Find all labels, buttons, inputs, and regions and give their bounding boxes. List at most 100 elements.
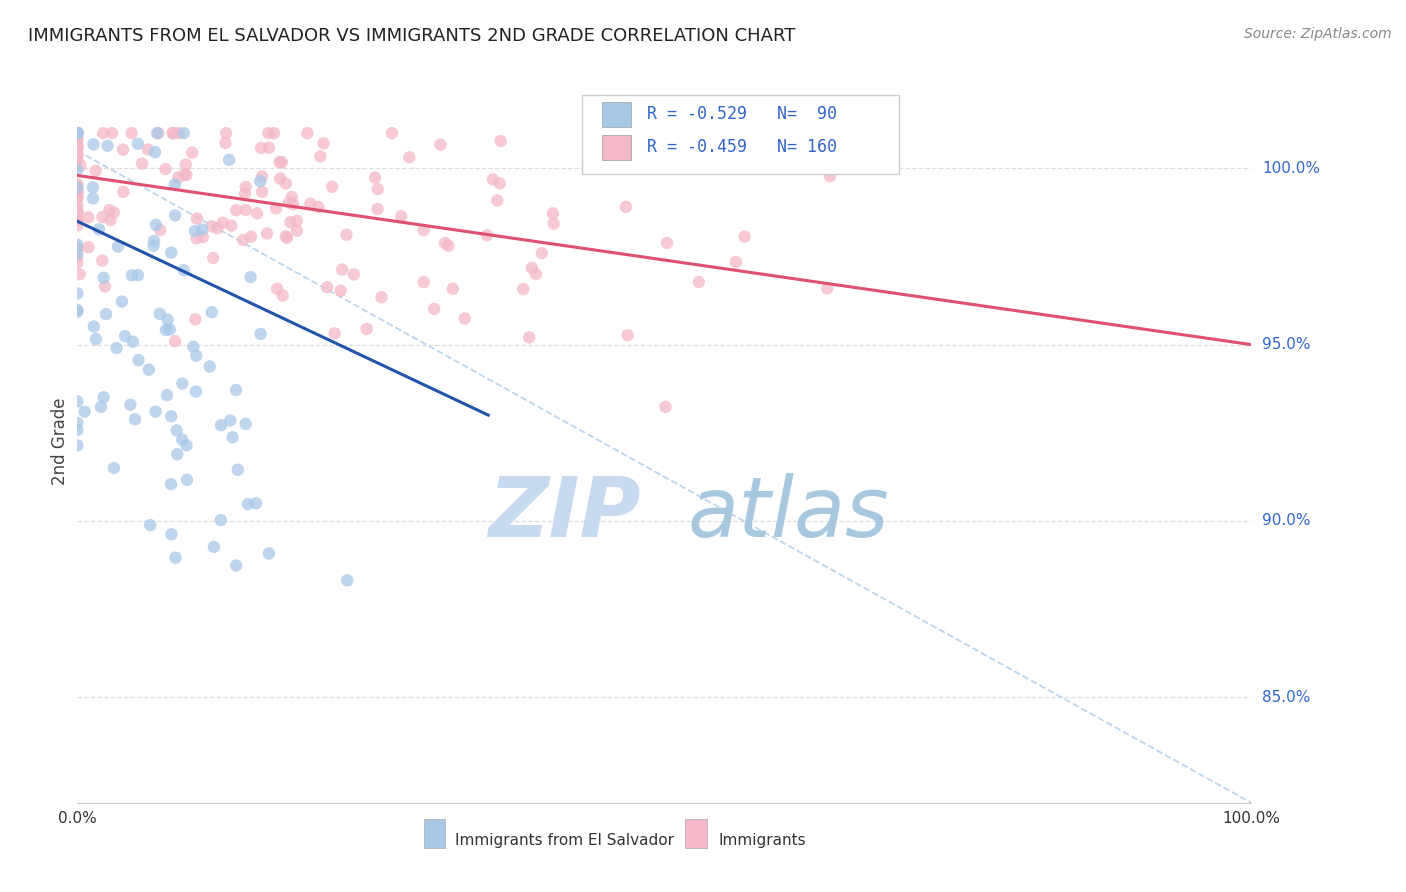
Point xyxy=(69,159,91,173)
Point xyxy=(145,404,167,418)
Point xyxy=(225,203,247,218)
Point xyxy=(312,136,335,151)
Text: atlas: atlas xyxy=(688,474,890,554)
Point xyxy=(105,341,128,355)
Point xyxy=(66,137,89,152)
Point xyxy=(176,168,198,182)
Point xyxy=(245,496,267,510)
Point xyxy=(66,126,89,140)
Point xyxy=(66,255,89,269)
Point xyxy=(226,463,249,477)
Bar xyxy=(423,819,444,847)
Y-axis label: 2nd Grade: 2nd Grade xyxy=(51,398,69,485)
Text: 95.0%: 95.0% xyxy=(1263,337,1310,352)
Point xyxy=(156,388,179,402)
Point xyxy=(274,177,297,191)
Point xyxy=(309,149,332,163)
Point xyxy=(162,126,184,140)
Point xyxy=(66,304,89,318)
Point xyxy=(120,398,142,412)
Point xyxy=(124,412,146,426)
Point xyxy=(398,150,420,164)
Point xyxy=(163,126,186,140)
Point xyxy=(235,202,257,217)
Point xyxy=(66,240,89,254)
Point xyxy=(364,170,387,185)
Point xyxy=(335,227,357,242)
Point xyxy=(101,126,124,140)
Point xyxy=(285,214,308,228)
Point xyxy=(307,200,329,214)
Bar xyxy=(602,136,631,161)
Point xyxy=(186,211,208,226)
Point xyxy=(202,540,225,554)
Point xyxy=(186,349,208,363)
Point xyxy=(111,143,134,157)
Point xyxy=(139,518,162,533)
Point xyxy=(174,157,197,171)
Point xyxy=(191,222,214,236)
Point xyxy=(66,247,89,261)
FancyBboxPatch shape xyxy=(582,95,900,174)
Point xyxy=(530,246,553,260)
Point xyxy=(66,126,89,140)
Point xyxy=(145,218,167,232)
Point xyxy=(186,231,208,245)
Point xyxy=(66,153,89,167)
Point xyxy=(616,328,638,343)
Point xyxy=(66,204,89,219)
Point xyxy=(486,194,509,208)
Point xyxy=(114,329,136,343)
Point xyxy=(69,267,91,281)
Point xyxy=(94,279,117,293)
Point xyxy=(356,322,378,336)
Point xyxy=(184,312,207,326)
Point xyxy=(66,286,89,301)
Point xyxy=(235,417,257,431)
Point xyxy=(423,301,446,316)
Point xyxy=(66,213,89,227)
Point xyxy=(149,307,172,321)
Point xyxy=(66,205,89,219)
Point xyxy=(274,229,297,244)
Bar xyxy=(602,102,631,128)
Point xyxy=(73,405,96,419)
Point xyxy=(270,155,292,169)
Point xyxy=(176,438,198,452)
Point xyxy=(66,140,89,154)
Point xyxy=(66,191,89,205)
Text: 100.0%: 100.0% xyxy=(1263,161,1320,176)
Point xyxy=(66,126,89,140)
Point xyxy=(207,221,229,235)
Point xyxy=(146,126,169,140)
Point xyxy=(221,219,243,233)
Point xyxy=(127,136,149,151)
Point xyxy=(66,211,89,225)
Point xyxy=(160,245,183,260)
Point xyxy=(173,126,195,140)
Point xyxy=(166,447,188,461)
Text: R = -0.529   N=  90: R = -0.529 N= 90 xyxy=(647,105,837,123)
Point xyxy=(131,156,153,170)
Point xyxy=(257,141,280,155)
Point xyxy=(434,236,457,251)
Point xyxy=(66,189,89,203)
Point xyxy=(173,263,195,277)
Text: 85.0%: 85.0% xyxy=(1263,690,1310,705)
Text: IMMIGRANTS FROM EL SALVADOR VS IMMIGRANTS 2ND GRADE CORRELATION CHART: IMMIGRANTS FROM EL SALVADOR VS IMMIGRANT… xyxy=(28,27,796,45)
Point xyxy=(264,202,287,216)
Point xyxy=(489,134,512,148)
Point xyxy=(239,270,262,285)
Point xyxy=(66,212,89,227)
Point xyxy=(257,126,280,140)
Point xyxy=(654,400,676,414)
Point xyxy=(98,203,121,218)
Point xyxy=(221,430,243,444)
Point xyxy=(441,282,464,296)
Point xyxy=(246,206,269,220)
Point xyxy=(281,197,304,211)
Point xyxy=(66,126,89,140)
Point xyxy=(66,204,89,219)
Point xyxy=(93,270,115,285)
Point xyxy=(815,281,838,295)
